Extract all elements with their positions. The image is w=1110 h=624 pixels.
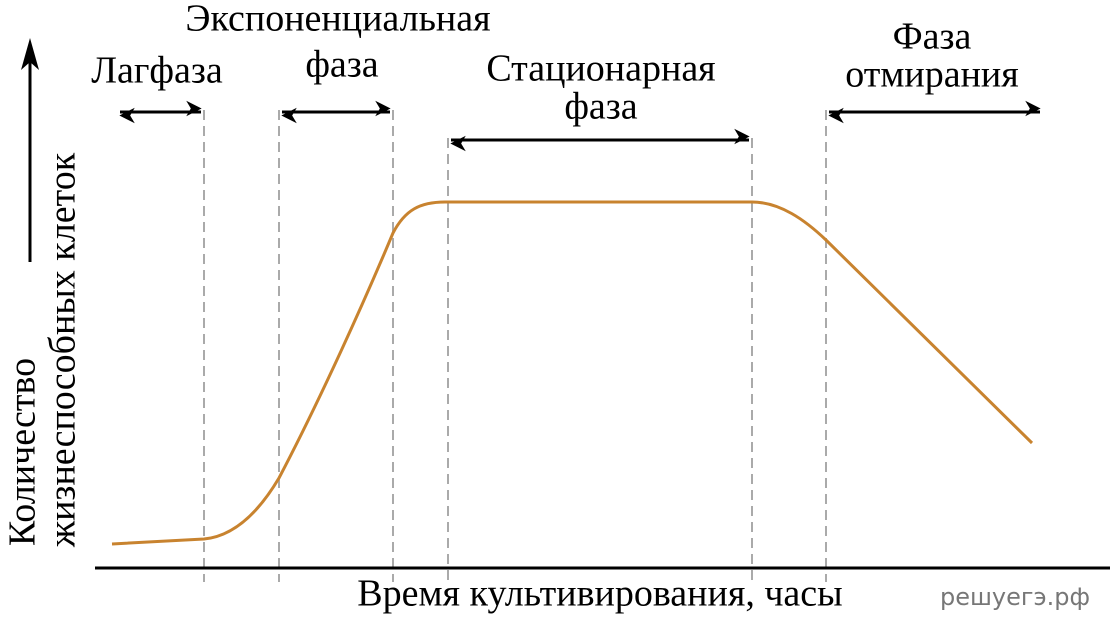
phase-label: Экспоненциальная [185, 0, 490, 40]
phase-label: Фаза [893, 16, 972, 58]
phase-label: Стационарная [486, 48, 715, 90]
phase-label: Лагфаза [91, 50, 223, 92]
phase-label: фаза [305, 44, 378, 86]
watermark: решуегэ.рф [940, 583, 1090, 611]
growth-curve [111, 200, 1034, 546]
x-axis-label: Время культивирования, часы [357, 573, 842, 615]
phase-label: фаза [564, 86, 637, 128]
y-axis-label: Количество [2, 358, 44, 546]
phase-label: отмирания [845, 54, 1019, 96]
y-axis-arrow [21, 38, 39, 262]
phase-boundaries [203, 110, 827, 582]
y-axis-label: жизнеспособных клеток [42, 152, 84, 548]
